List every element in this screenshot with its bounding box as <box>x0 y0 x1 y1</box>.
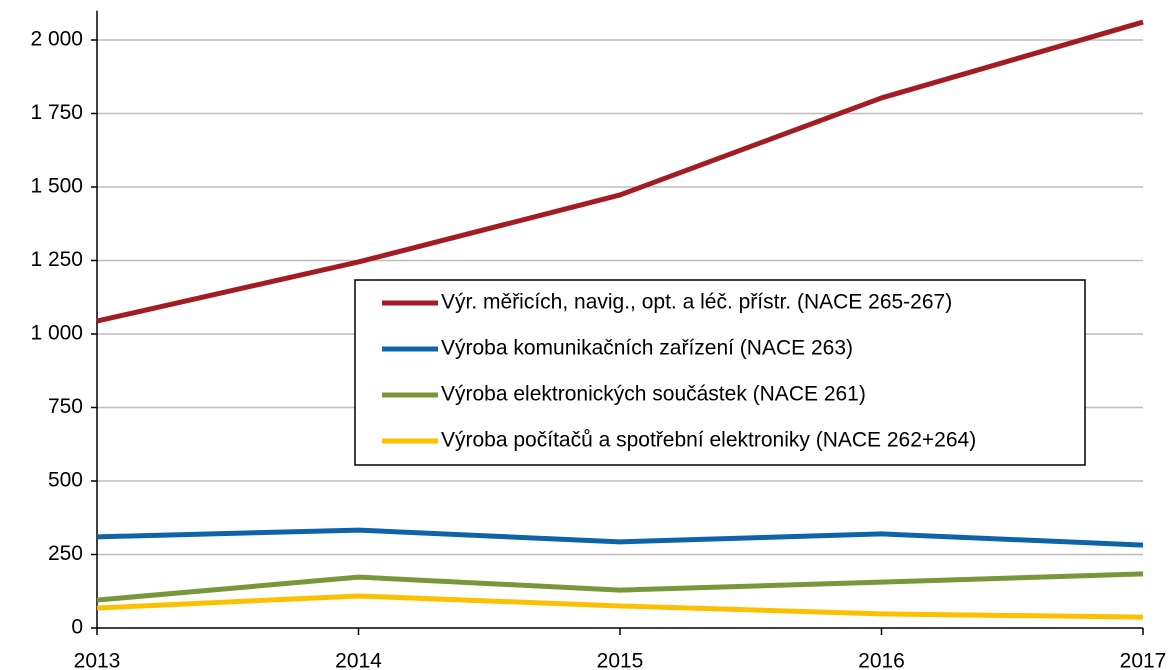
legend-label: Výroba počítačů a spotřební elektroniky … <box>441 429 976 452</box>
legend-label: Výroba elektronických součástek (NACE 26… <box>441 383 866 406</box>
y-tick-label: 0 <box>71 616 83 639</box>
y-tick-label: 1 500 <box>30 175 83 198</box>
x-tick-label: 2015 <box>597 650 644 670</box>
y-tick-label: 1 250 <box>30 248 83 271</box>
legend-label: Výroba komunikačních zařízení (NACE 263) <box>441 337 853 360</box>
x-tick-label: 2017 <box>1120 650 1167 670</box>
y-tick-label: 750 <box>48 395 83 418</box>
x-tick-label: 2014 <box>335 650 382 670</box>
legend-box <box>354 279 1086 466</box>
x-tick-label: 2013 <box>74 650 121 670</box>
y-tick-label: 2 000 <box>30 28 83 51</box>
legend: Výr. měřicích, navig., opt. a léč. příst… <box>354 279 1086 466</box>
series-line <box>96 571 1144 603</box>
series-line <box>96 527 1144 548</box>
y-tick-label: 1 750 <box>30 101 83 124</box>
y-tick-label: 500 <box>48 469 83 492</box>
y-tick-label: 250 <box>48 542 83 565</box>
series-line <box>96 19 1144 324</box>
x-tick-label: 2016 <box>858 650 905 670</box>
legend-label: Výr. měřicích, navig., opt. a léč. příst… <box>441 291 952 314</box>
series-line <box>96 593 1144 620</box>
y-tick-label: 1 000 <box>30 322 83 345</box>
